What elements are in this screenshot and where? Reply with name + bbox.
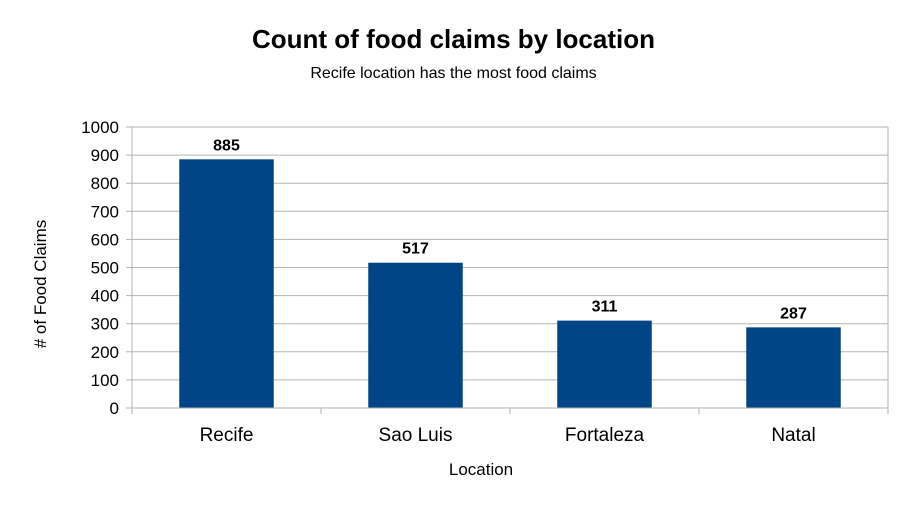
x-tick-label: Sao Luis <box>379 425 453 446</box>
bar-recife <box>179 159 274 408</box>
y-tick-label: 500 <box>91 259 119 278</box>
axes <box>126 126 889 414</box>
x-tick-label: Fortaleza <box>565 425 645 446</box>
x-tick-label: Recife <box>200 425 254 446</box>
y-tick-label: 300 <box>91 315 119 334</box>
bar-sao-luis <box>368 262 463 408</box>
y-tick-label: 800 <box>91 174 119 193</box>
data-label: 885 <box>213 137 240 154</box>
y-tick-label: 700 <box>91 202 119 221</box>
bar-natal <box>746 327 841 408</box>
data-label: 517 <box>402 241 429 258</box>
y-tick-label: 200 <box>91 343 119 362</box>
data-label: 311 <box>592 299 618 316</box>
data-label: 287 <box>780 305 807 322</box>
y-tick-labels: 0 100 200 300 400 500 600 700 800 900 1000 <box>81 118 119 418</box>
y-tick-label: 900 <box>91 146 119 165</box>
data-labels: 885 517 311 287 <box>213 137 807 322</box>
y-tick-label: 600 <box>91 230 119 249</box>
y-tick-label: 400 <box>91 287 119 306</box>
y-tick-label: 100 <box>91 371 119 390</box>
y-tick-label: 1000 <box>81 118 119 137</box>
x-tick-label: Natal <box>771 425 815 446</box>
bars <box>179 159 841 408</box>
y-axis-label: # of Food Claims <box>31 220 50 349</box>
chart-subtitle: Recife location has the most food claims <box>310 65 597 82</box>
x-axis-label: Location <box>449 460 513 479</box>
bar-fortaleza <box>557 320 652 408</box>
chart-title: Count of food claims by location <box>252 24 655 54</box>
y-tick-label: 0 <box>110 399 119 418</box>
x-tick-labels: Recife Sao Luis Fortaleza Natal <box>200 425 816 446</box>
